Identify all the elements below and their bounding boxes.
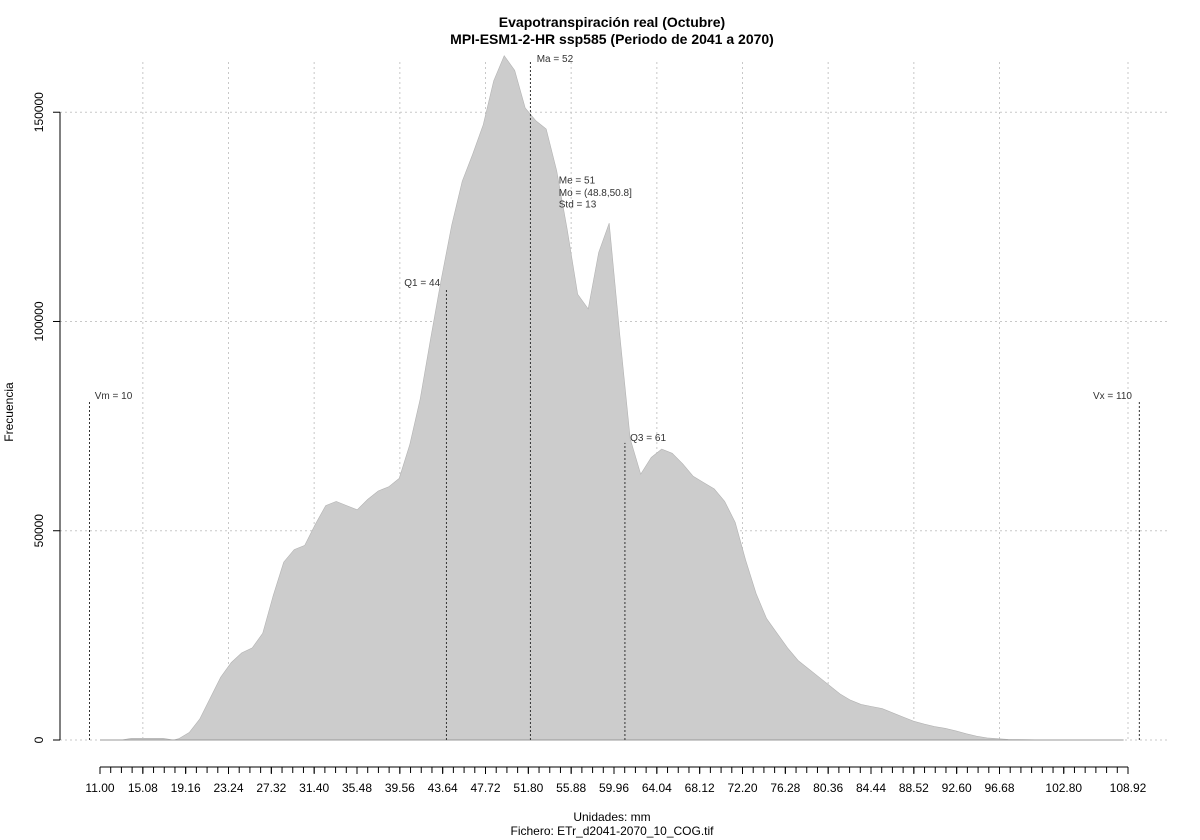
area-layer bbox=[100, 55, 1124, 741]
x-tick-label: 102.80 bbox=[1045, 781, 1082, 795]
y-tick-label: 150000 bbox=[32, 92, 46, 132]
stat-annotation: Q1 = 44 bbox=[404, 278, 440, 289]
x-tick-label: 11.00 bbox=[85, 781, 114, 795]
x-tick-label: 47.72 bbox=[470, 781, 500, 795]
chart-subtitle: MPI-ESM1-2-HR ssp585 (Periodo de 2041 a … bbox=[450, 31, 774, 47]
file-name-label: Fichero: ETr_d2041-2070_10_COG.tif bbox=[511, 824, 715, 838]
x-tick-label: 84.44 bbox=[856, 781, 886, 795]
x-tick-label: 88.52 bbox=[899, 781, 929, 795]
x-tick-label: 43.64 bbox=[428, 781, 458, 795]
x-tick-label: 59.96 bbox=[599, 781, 629, 795]
x-tick-label: 55.88 bbox=[556, 781, 586, 795]
y-tick-label: 50000 bbox=[32, 514, 46, 548]
y-tick-label: 0 bbox=[32, 736, 46, 743]
y-tick-label: 100000 bbox=[32, 301, 46, 341]
x-tick-label: 51.80 bbox=[513, 781, 543, 795]
frequency-area bbox=[100, 55, 1124, 741]
stat-annotation: Q3 = 61 bbox=[630, 433, 666, 444]
stat-lines-layer bbox=[89, 62, 1140, 740]
stat-annotation: Vx = 110 bbox=[1093, 391, 1132, 402]
x-tick-label: 76.28 bbox=[770, 781, 800, 795]
axes-layer: 11.00 15.08 19.16 23.24 27.32 31.40 35.48 39.56… bbox=[32, 92, 1147, 795]
y-axis-label: Frecuencia bbox=[2, 382, 16, 442]
x-tick-label: 80.36 bbox=[813, 781, 843, 795]
stat-annotation: Ma = 52 bbox=[537, 54, 574, 65]
x-tick-label: 27.32 bbox=[256, 781, 286, 795]
stat-annotation: Mo = (48.8,50.8] bbox=[559, 188, 632, 199]
x-axis-label: Unidades: mm bbox=[573, 810, 650, 824]
stat-annotation: Vm = 10 bbox=[95, 391, 133, 402]
stat-annotation: Me = 51 bbox=[559, 175, 596, 186]
x-tick-label: 39.56 bbox=[385, 781, 415, 795]
x-tick-label: 68.12 bbox=[685, 781, 715, 795]
x-tick-label: 15.08 bbox=[128, 781, 158, 795]
x-tick-label: 72.20 bbox=[727, 781, 757, 795]
x-tick-label: 64.04 bbox=[642, 781, 672, 795]
x-tick-label: 108.92 bbox=[1110, 781, 1147, 795]
x-tick-label: 92.60 bbox=[942, 781, 972, 795]
annotations-layer: Vm = 10 Q1 = 44 Ma = 52 Me = 51 Mo = (48.8,5… bbox=[95, 54, 1133, 444]
x-tick-label: 35.48 bbox=[342, 781, 372, 795]
chart-title: Evapotranspiración real (Octubre) bbox=[499, 14, 725, 30]
stat-annotation: Std = 13 bbox=[559, 200, 597, 211]
x-tick-label: 19.16 bbox=[171, 781, 201, 795]
x-tick-label: 96.68 bbox=[984, 781, 1014, 795]
x-tick-label: 31.40 bbox=[299, 781, 329, 795]
x-tick-label: 23.24 bbox=[213, 781, 243, 795]
